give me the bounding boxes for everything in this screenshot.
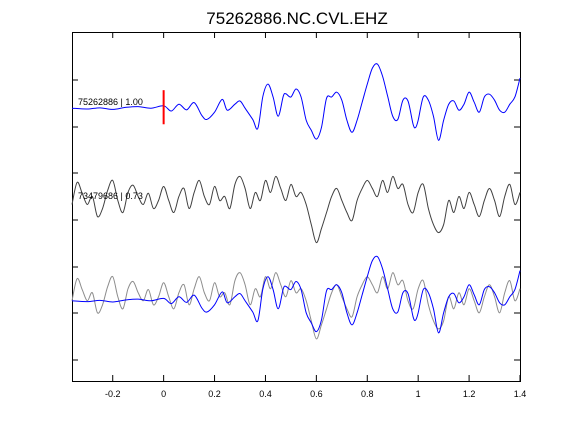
x-tick-label: 1.4 <box>514 389 527 399</box>
plot-frame <box>72 32 521 382</box>
axis-ticks: -0.2 0 0.2 0.4 0.6 0.8 1 1.2 1.4 <box>72 32 526 399</box>
x-tick-label: -0.2 <box>105 389 121 399</box>
trace-line-4 <box>71 255 521 334</box>
x-tick-label: 1.2 <box>463 389 476 399</box>
x-tick-label: 0.8 <box>361 389 374 399</box>
trace-line-1 <box>71 63 521 141</box>
trace-label: 75262886 | 1.00 <box>78 97 143 107</box>
x-tick-label: 0.4 <box>259 389 272 399</box>
trace-line-3 <box>71 272 521 340</box>
x-tick-label: 1 <box>416 389 421 399</box>
traces <box>71 63 521 340</box>
x-tick-label: 0 <box>161 389 166 399</box>
trace-line-2 <box>71 175 521 244</box>
chart-title: 75262886.NC.CVL.EHZ <box>206 9 387 28</box>
x-tick-label: 0.2 <box>208 389 221 399</box>
trace-labels: 75262886 | 1.00 73479686 | 0.73 <box>78 97 143 201</box>
trace-label: 73479686 | 0.73 <box>78 191 143 201</box>
x-tick-label: 0.6 <box>310 389 323 399</box>
